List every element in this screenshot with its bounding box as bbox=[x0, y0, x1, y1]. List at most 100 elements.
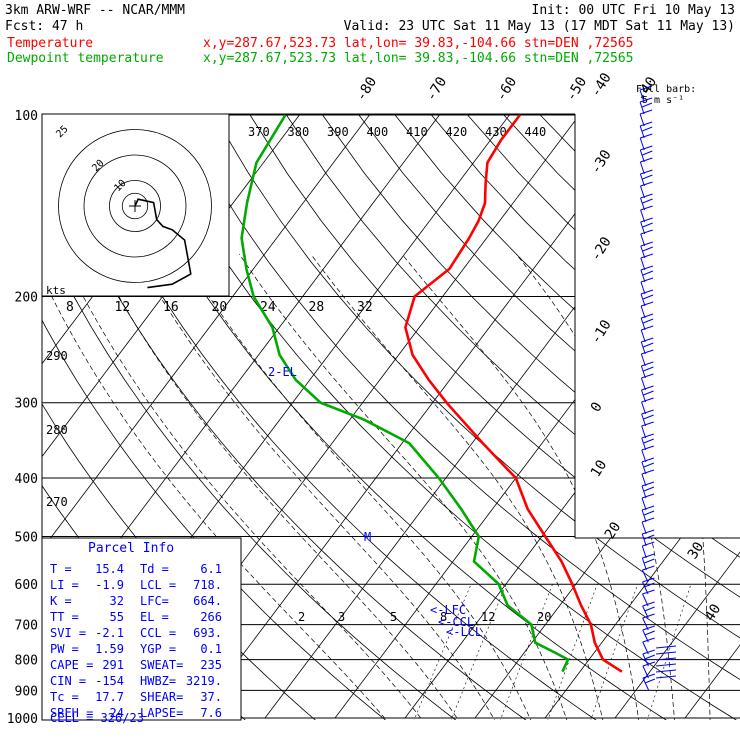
dewpoint-legend: Dewpoint temperature bbox=[7, 51, 164, 66]
isotherm-line bbox=[474, 114, 740, 719]
isotherm-line bbox=[334, 114, 740, 719]
wind-barb-shaft bbox=[641, 509, 647, 523]
moist-adiabat-line bbox=[310, 253, 606, 720]
wind-barb-flag bbox=[640, 289, 654, 295]
parcel-info-frame bbox=[41, 537, 242, 721]
wind-barb-flag bbox=[641, 397, 654, 403]
wind-barb-flag bbox=[642, 637, 655, 643]
wind-barb-flag bbox=[640, 265, 654, 271]
mixing-ratio-label: 8 bbox=[440, 610, 447, 624]
parcel-label: CCL = bbox=[140, 626, 176, 640]
wind-barb-flag bbox=[639, 85, 653, 91]
wind-barb-flag bbox=[639, 109, 653, 115]
isotherm-line bbox=[42, 114, 370, 719]
barb-legend-title: Full barb: bbox=[636, 84, 696, 95]
parcel-value: 6.1 bbox=[200, 562, 222, 576]
hodograph-speed-tick: 16 bbox=[163, 300, 179, 315]
hodograph-ring bbox=[83, 154, 187, 258]
wind-barb-flag bbox=[640, 205, 653, 211]
hodograph-ring bbox=[58, 129, 212, 283]
el-marker: 2-EL bbox=[268, 365, 297, 379]
parcel-value: 0.1 bbox=[200, 642, 222, 656]
wind-barb-flag bbox=[644, 630, 655, 636]
hodograph-ring bbox=[121, 192, 149, 220]
parcel-value: -1.9 bbox=[95, 578, 124, 592]
wind-barb-shaft bbox=[641, 401, 647, 415]
theta-label: 420 bbox=[446, 125, 468, 139]
wind-barb-shaft bbox=[641, 437, 647, 451]
m-marker: M bbox=[364, 530, 371, 544]
wind-barb-shaft bbox=[640, 353, 646, 367]
wind-barb-flag bbox=[641, 481, 655, 487]
temperature-tick-label: -50 bbox=[563, 74, 590, 104]
wind-barb-shaft bbox=[641, 485, 647, 499]
wind-barb-flag bbox=[644, 606, 655, 612]
temperature-tick-label: 20 bbox=[602, 519, 625, 542]
wind-barb-shaft bbox=[640, 233, 646, 247]
parcel-info-panel: Parcel Info T = 15.4 Td = 6.1 LI = -1.9 LCL = 7… bbox=[41, 537, 242, 725]
wind-barb-shaft bbox=[639, 149, 645, 163]
parcel-value: 17.7 bbox=[95, 690, 124, 704]
dry-adiabat-line bbox=[286, 114, 740, 720]
dry-adiabat-line bbox=[503, 114, 740, 720]
wind-barb-shaft bbox=[640, 245, 646, 259]
theta-label: 290 bbox=[46, 349, 68, 363]
wind-barb-flag bbox=[642, 589, 655, 595]
wind-barb-flag bbox=[641, 373, 654, 379]
mixing-ratio-label: 2 bbox=[298, 610, 305, 624]
parcel-label: Tc = bbox=[50, 690, 79, 704]
wind-barb-shaft bbox=[641, 557, 647, 571]
mixing-ratio-line bbox=[586, 584, 638, 720]
barb-legend: Full barb: 5 m s⁻¹ bbox=[636, 84, 696, 106]
hodograph-speed-tick: 12 bbox=[115, 300, 131, 315]
parcel-label: SHEAR= bbox=[140, 690, 183, 704]
dry-adiabat-line bbox=[177, 114, 740, 720]
valid-time: Valid: 23 UTC Sat 11 May 13 (17 MDT Sat … bbox=[344, 19, 735, 34]
wind-barb-flag bbox=[642, 246, 653, 252]
theta-label: 270 bbox=[46, 495, 68, 509]
parcel-value: 291 bbox=[102, 658, 124, 672]
wind-barb-flag bbox=[655, 651, 677, 655]
dry-adiabat-line bbox=[467, 114, 740, 720]
wind-barb-shaft bbox=[640, 197, 646, 211]
wind-barb-flag bbox=[641, 421, 654, 427]
moist-adiabat-line bbox=[61, 253, 431, 720]
pressure-tick-label: 900 bbox=[15, 684, 38, 699]
wind-barb-flag bbox=[640, 181, 653, 187]
mixing-ratio-line bbox=[409, 584, 472, 720]
wind-barb-flag bbox=[642, 270, 654, 276]
pressure-tick-label: 100 bbox=[15, 109, 38, 124]
pressure-tick-label: 1000 bbox=[7, 712, 38, 727]
wind-barb-flag bbox=[642, 673, 656, 679]
pressure-tick-label: 800 bbox=[15, 654, 38, 669]
wind-barb-shaft bbox=[641, 533, 647, 547]
dry-adiabat-line bbox=[68, 114, 613, 720]
wind-barb-flag bbox=[643, 510, 655, 516]
dry-adiabat-line bbox=[539, 114, 740, 720]
theta-label: 410 bbox=[406, 125, 428, 139]
wind-barb-flag bbox=[642, 613, 655, 619]
temperature-legend: Temperature bbox=[7, 36, 93, 51]
temperature-tick-label: 0 bbox=[588, 399, 606, 415]
mixing-ratio-line bbox=[643, 584, 692, 720]
isotherm-line bbox=[614, 114, 740, 719]
wind-barb-shaft bbox=[639, 125, 645, 139]
mixing-ratio-line bbox=[496, 584, 553, 720]
level-markers: 2-EL M <-LFC <-CCL <-LCL bbox=[268, 365, 482, 639]
isotherm-line bbox=[194, 114, 650, 719]
wind-barb-flag bbox=[643, 438, 654, 444]
forecast-hour: Fcst: 47 h bbox=[5, 19, 83, 34]
wind-barb-flag bbox=[643, 486, 655, 492]
temperature-tick-label: -70 bbox=[423, 74, 450, 104]
parcel-cell: CELL = 326/23 bbox=[50, 711, 144, 725]
parcel-label: K = bbox=[50, 594, 72, 608]
lcl-marker: <-LCL bbox=[446, 625, 482, 639]
mixing-ratio-label: 20 bbox=[537, 610, 551, 624]
temperature-tick-label: -40 bbox=[588, 70, 615, 100]
theta-label: 280 bbox=[46, 423, 68, 437]
wind-barb-flag bbox=[642, 565, 655, 571]
pressure-tick-label: 200 bbox=[15, 291, 38, 306]
parcel-label: YGP = bbox=[140, 642, 176, 656]
mixing-ratio-line bbox=[446, 584, 507, 720]
